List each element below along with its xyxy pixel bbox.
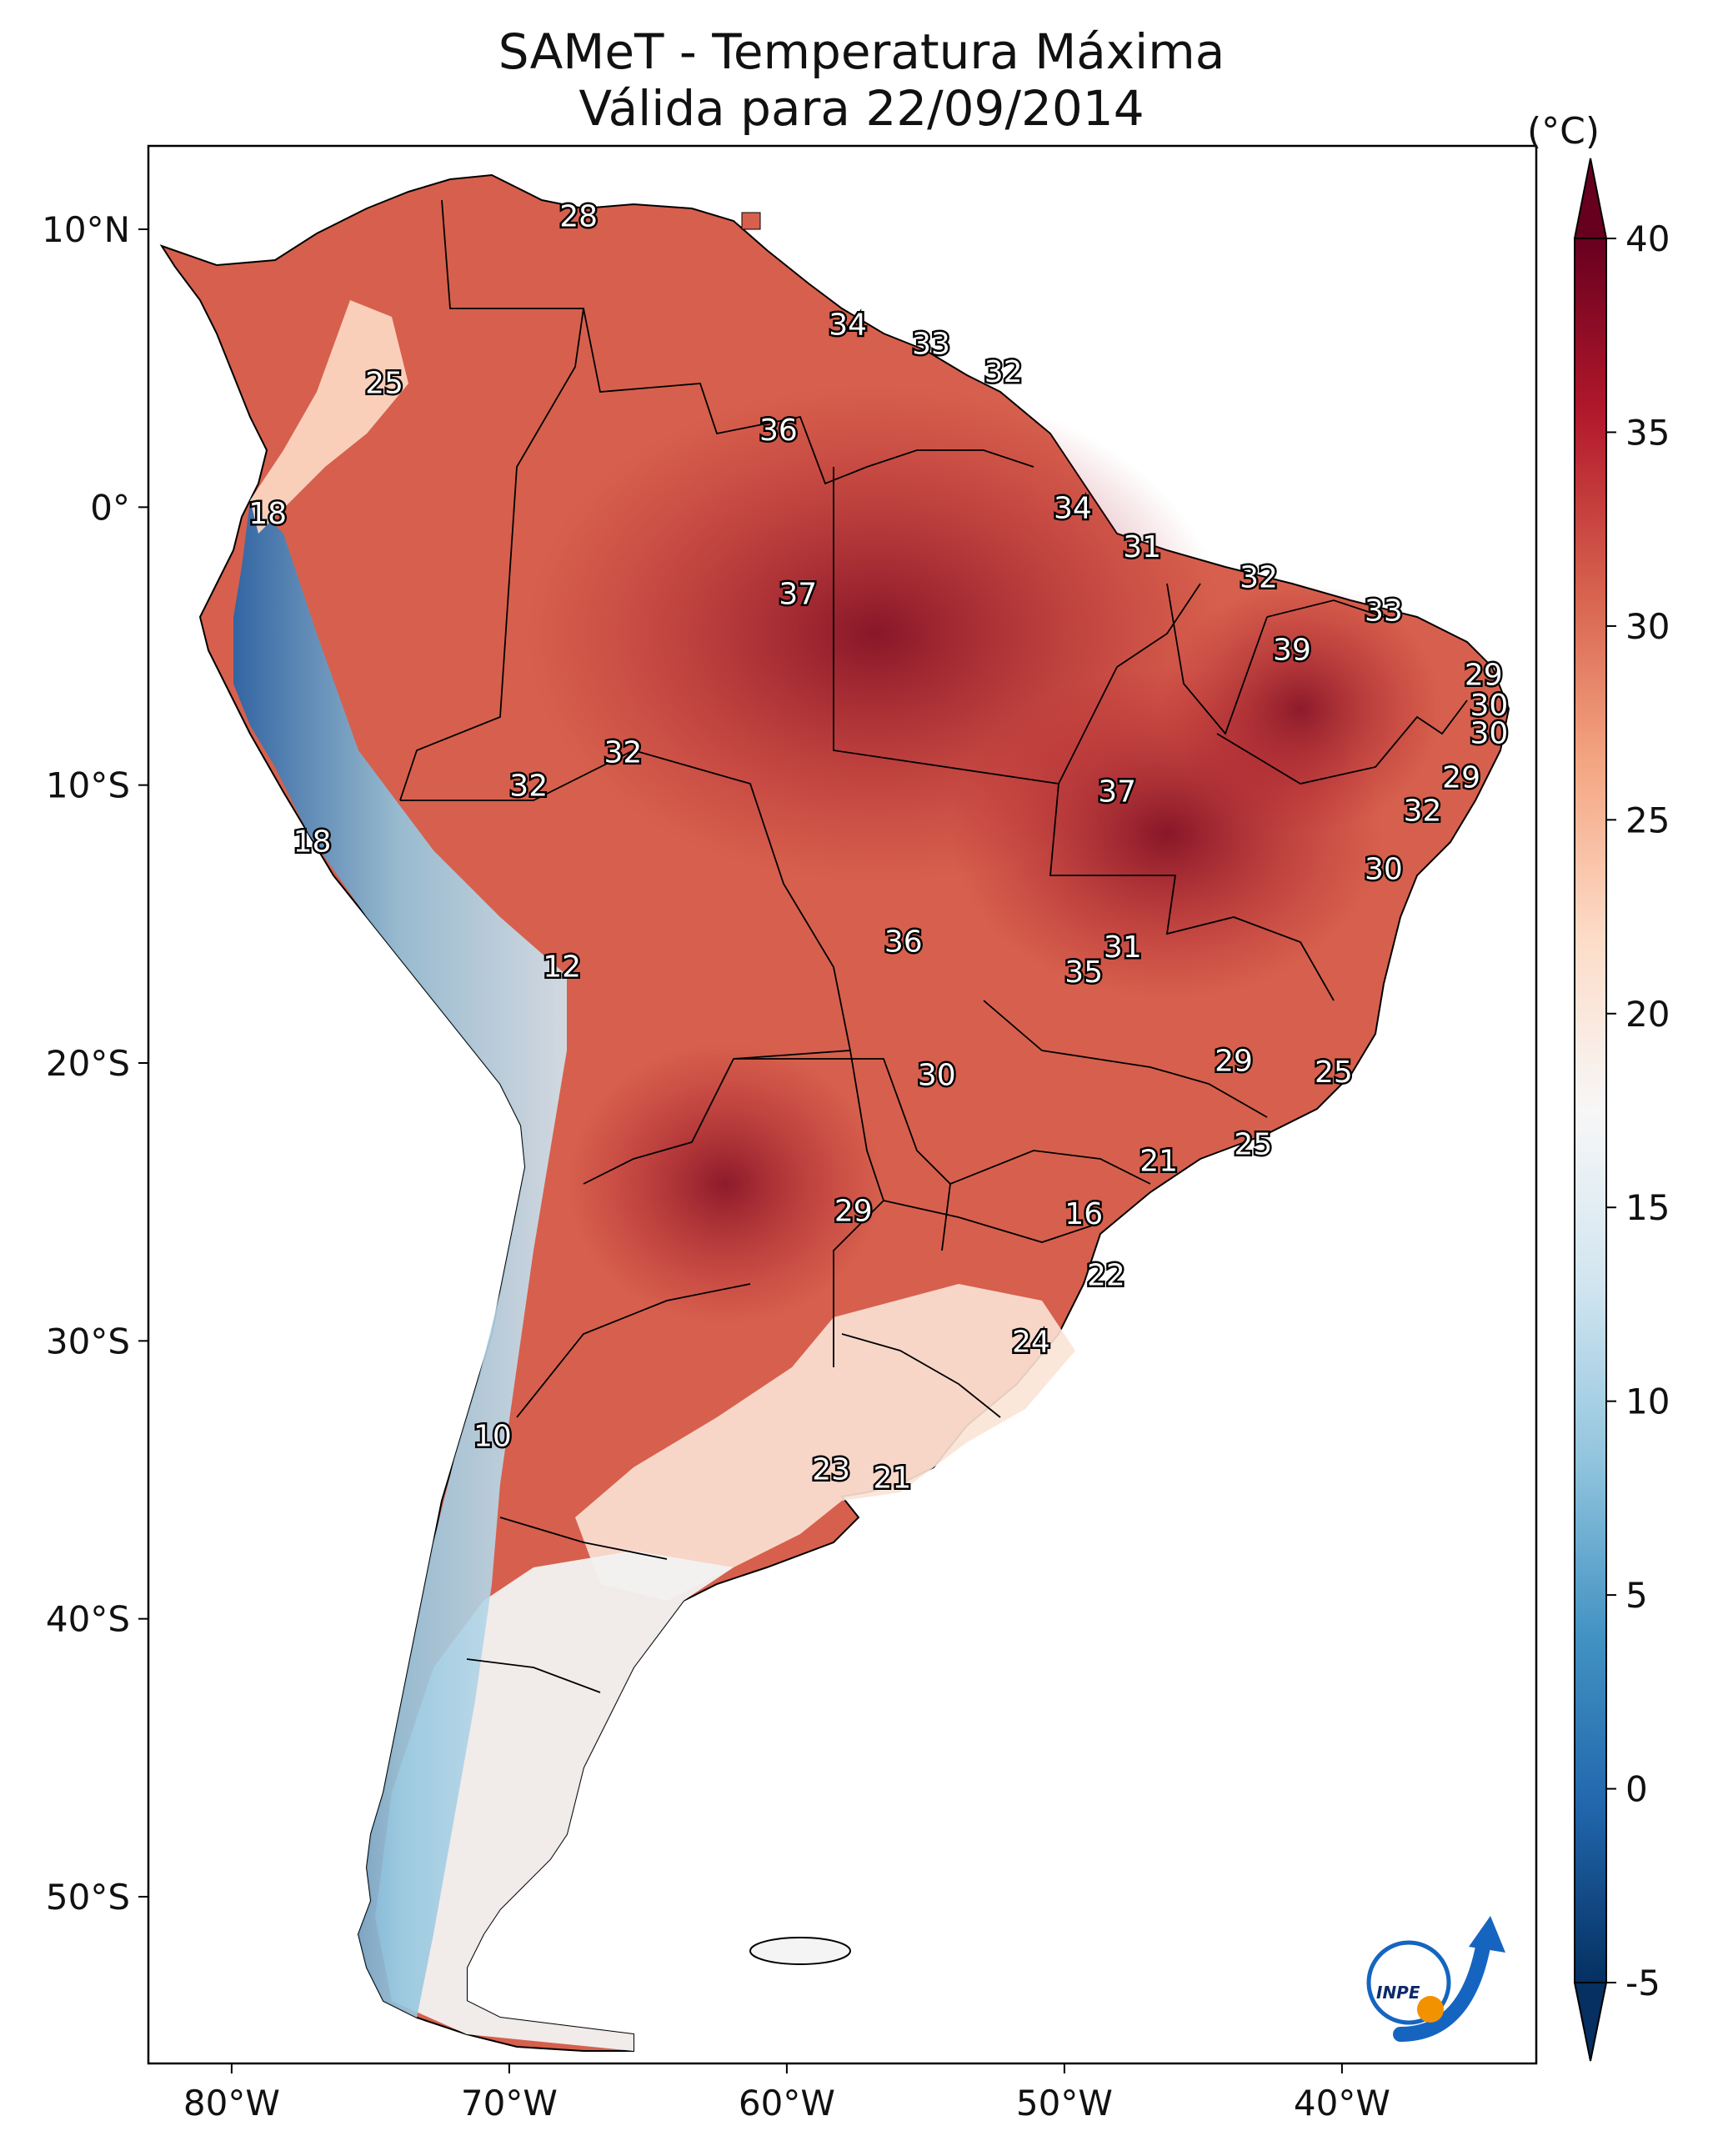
station-temperature-label: 37 <box>1098 775 1136 809</box>
station-temperature-label: 23 <box>812 1453 850 1487</box>
station-temperature-label: 29 <box>1442 761 1480 795</box>
station-temperature-label: 30 <box>918 1058 956 1092</box>
station-temperature-label: 30 <box>1470 716 1508 750</box>
station-temperature-label: 39 <box>1273 633 1311 667</box>
colorbar-ticks: 40 35 30 25 20 15 10 5 0 -5 <box>1606 218 1670 2003</box>
station-temperature-label: 35 <box>1064 955 1103 990</box>
station-temperature-label: 32 <box>509 770 548 804</box>
station-temperature-label: 28 <box>559 199 598 233</box>
colorbar: (°C) 40 35 30 25 20 15 10 5 0 -5 <box>1527 110 1670 2062</box>
station-temperature-label: 16 <box>1064 1197 1103 1231</box>
inpe-logo: INPE <box>1366 1916 1505 2042</box>
northeast-heat-zone <box>1159 584 1442 834</box>
lat-tick-label: 40°S <box>46 1599 130 1640</box>
station-temperature-label: 25 <box>365 366 403 400</box>
lat-tick-label: 0° <box>90 487 130 528</box>
colorbar-max-extension <box>1573 158 1608 239</box>
station-temperature-label: 36 <box>759 414 798 448</box>
station-temperature-label: 32 <box>984 355 1023 389</box>
station-temperature-label: 33 <box>912 328 950 362</box>
station-temperature-label: 24 <box>1012 1325 1050 1359</box>
logo-ring-icon <box>1366 1940 1451 2025</box>
colorbar-unit: (°C) <box>1527 110 1600 153</box>
station-temperature-label: 30 <box>1470 689 1508 723</box>
station-temperature-label: 36 <box>884 925 923 959</box>
lon-tick-label: 80°W <box>183 2083 280 2123</box>
lat-axis: 10°N 0° 10°S 20°S 30°S 40°S 50°S <box>42 209 148 1918</box>
colorbar-scale <box>1575 238 1606 1983</box>
lon-tick-label: 70°W <box>461 2083 558 2123</box>
chaco-heat-zone <box>567 1042 884 1326</box>
station-temperature-label: 12 <box>543 950 581 984</box>
map-frame <box>147 144 1538 2065</box>
colorbar-tick-label: 35 <box>1625 412 1670 453</box>
northern-andes-cool-strip <box>250 300 408 534</box>
colorbar-tick-label: 10 <box>1625 1381 1670 1422</box>
falkland-islands <box>749 1937 851 1965</box>
logo-swoosh-icon <box>1393 1935 1491 2042</box>
station-temperature-label: 32 <box>1404 795 1442 829</box>
station-temperature-label: 31 <box>1104 930 1142 965</box>
station-temperature-label: 29 <box>1215 1045 1253 1079</box>
map-subtitle: Válida para 22/09/2014 <box>579 80 1144 137</box>
colorbar-tick-label: 20 <box>1625 994 1670 1035</box>
station-temperature-label: 31 <box>1123 530 1161 564</box>
station-temperature-label: 25 <box>1315 1055 1353 1090</box>
southern-plains-cool-zone <box>575 1284 1075 1601</box>
station-temperature-label: 32 <box>604 736 643 770</box>
andes-cold-ridge <box>233 500 567 2018</box>
station-temperature-label: 22 <box>1087 1258 1125 1292</box>
station-temperature-label: 30 <box>1365 853 1403 887</box>
map-title: SAMeT - Temperatura Máxima <box>498 23 1225 80</box>
lat-tick-label: 20°S <box>46 1043 130 1084</box>
station-temperature-label: 18 <box>293 825 332 859</box>
station-temperature-label: 37 <box>779 578 817 612</box>
lat-tick-label: 50°S <box>46 1877 130 1918</box>
colorbar-tick-label: 15 <box>1625 1187 1670 1228</box>
station-temperature-label: 18 <box>248 497 287 531</box>
station-temperature-label: 21 <box>874 1462 912 1496</box>
colorbar-tick-label: 40 <box>1625 218 1670 259</box>
colorbar-tick-label: 30 <box>1625 606 1670 647</box>
logo-text: INPE <box>1376 1983 1420 2003</box>
station-temperature-label: 34 <box>829 308 867 342</box>
station-temperature-label: 32 <box>1240 561 1278 595</box>
lat-tick-label: 10°S <box>46 765 130 806</box>
colorbar-tick-label: 25 <box>1625 800 1670 840</box>
colorbar-frame <box>1574 238 1607 1983</box>
logo-arrow-icon <box>1469 1916 1505 1953</box>
colorbar-tick-label: 0 <box>1625 1769 1648 1810</box>
colorbar-tick-label: -5 <box>1625 1963 1660 2003</box>
lat-tick-label: 30°S <box>46 1321 130 1361</box>
station-temperature-label: 25 <box>1234 1128 1272 1162</box>
station-temperature-label: 29 <box>834 1195 873 1229</box>
caribbean-islands <box>741 212 761 230</box>
station-temperature-label: 21 <box>1139 1145 1178 1179</box>
station-temperature-label: 34 <box>1054 491 1092 525</box>
logo-sun-icon <box>1417 1996 1444 2023</box>
lon-tick-label: 50°W <box>1016 2083 1113 2123</box>
station-temperature-label: 33 <box>1365 594 1403 629</box>
country-borders <box>399 199 1468 1693</box>
station-temperature-label: 29 <box>1465 658 1503 692</box>
colorbar-min-extension <box>1573 1982 1608 2062</box>
lon-axis: 80°W 70°W 60°W 50°W 40°W <box>183 2063 1390 2123</box>
lon-tick-label: 40°W <box>1294 2083 1390 2123</box>
station-temperature-label: 10 <box>473 1420 512 1454</box>
lon-tick-label: 60°W <box>739 2083 835 2123</box>
colorbar-tick-label: 5 <box>1625 1575 1648 1616</box>
lat-tick-label: 10°N <box>42 209 130 250</box>
